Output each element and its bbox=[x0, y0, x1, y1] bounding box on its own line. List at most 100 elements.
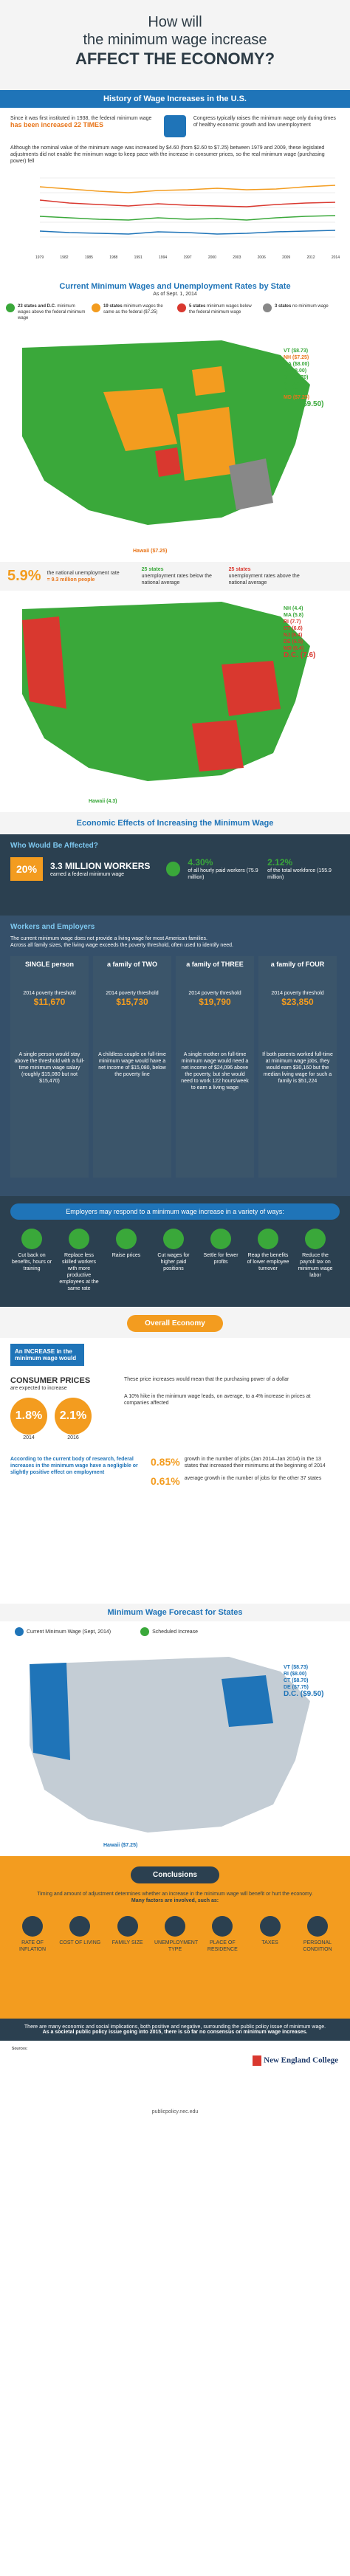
history-right-text: Congress typically raises the minimum wa… bbox=[193, 116, 336, 128]
legend-item: 3 states no minimum wage bbox=[263, 303, 344, 321]
response-text: Cut back on benefits, hours or training bbox=[11, 1253, 52, 1271]
callout-dc: D.C. (7.6) bbox=[284, 651, 316, 659]
callout-hawaii: Hawaii (4.3) bbox=[89, 799, 117, 804]
who-stats: 20% 3.3 MILLION WORKERS earned a federal… bbox=[10, 857, 340, 881]
stat-2-value: 2.12% bbox=[267, 857, 293, 868]
inflation-icon bbox=[22, 1916, 43, 1937]
effects-band: Economic Effects of Increasing the Minim… bbox=[0, 812, 350, 834]
callout-md: MD (6.4) bbox=[284, 646, 304, 651]
family-card: a family of FOUR 2014 poverty threshold … bbox=[258, 956, 337, 1178]
legend-text: minimum wages the same as the federal ($… bbox=[103, 304, 163, 315]
callout-hawaii: Hawaii ($7.25) bbox=[133, 549, 168, 554]
history-section: Since it was first instituted in 1938, t… bbox=[0, 108, 350, 278]
legend-label: 23 states and D.C. bbox=[18, 304, 56, 309]
purchasing-text: These price increases would mean that th… bbox=[124, 1377, 289, 1382]
unemployment-text: the national unemployment rate = 9.3 mil… bbox=[47, 570, 136, 583]
profit-icon bbox=[210, 1229, 231, 1249]
sources-title: Sources: bbox=[12, 2047, 28, 2051]
family-card: SINGLE person 2014 poverty threshold $11… bbox=[10, 956, 89, 1178]
legend-item: 5 states minimum wages below the federal… bbox=[177, 303, 258, 321]
growth-text-2: average growth in the number of jobs for… bbox=[184, 1476, 322, 1481]
response-item: Raise prices bbox=[105, 1229, 148, 1292]
history-left-text: Since it was first instituted in 1938, t… bbox=[10, 116, 152, 121]
states-below-text: unemployment rates below the national av… bbox=[141, 574, 212, 585]
factor-label: COST OF LIVING bbox=[59, 1940, 101, 1945]
response-text: Raise prices bbox=[111, 1253, 141, 1258]
response-text: Reap the benefits of lower employee turn… bbox=[247, 1253, 289, 1271]
callout-nj: NJ (6.4) bbox=[284, 633, 303, 638]
overall-heading: Overall Economy bbox=[0, 1307, 350, 1338]
factor-label: PERSONAL CONDITION bbox=[303, 1940, 332, 1952]
family-text: A childless couple on full-time minimum … bbox=[98, 1052, 166, 1077]
overall-section: An INCREASE in the minimum wage would CO… bbox=[0, 1338, 350, 1604]
wage-legend: 23 states and D.C. minimum wages above t… bbox=[0, 299, 350, 326]
taxes-icon bbox=[259, 1916, 281, 1937]
year-label: 2003 bbox=[233, 255, 241, 260]
factor-item: COST OF LIVING bbox=[59, 1916, 100, 1953]
history-line-chart bbox=[39, 177, 336, 238]
series-line-2 bbox=[39, 199, 336, 207]
history-left: Since it was first instituted in 1938, t… bbox=[10, 115, 157, 137]
legend-text: minimum wages above the federal minimum … bbox=[18, 304, 86, 320]
sources-section: Sources: New England College publicpolic… bbox=[0, 2041, 350, 2122]
current-subtitle: As of Sept. 1, 2014 bbox=[153, 292, 197, 297]
cost-of-living-icon bbox=[69, 1916, 91, 1937]
conclusions-title: Conclusions bbox=[130, 1866, 219, 1883]
unemployment-rate: 5.9% bbox=[7, 568, 41, 584]
us-map-wages bbox=[22, 340, 310, 525]
legend-scheduled-label: Scheduled Increase bbox=[152, 1629, 199, 1635]
family-title: a family of FOUR bbox=[270, 961, 325, 968]
response-item: Cut back on benefits, hours or training bbox=[10, 1229, 53, 1292]
current-title: Current Minimum Wages and Unemployment R… bbox=[59, 282, 291, 291]
family-label: 2014 poverty threshold bbox=[271, 991, 324, 996]
states-below-count: 25 states bbox=[141, 567, 164, 572]
workers-icon bbox=[164, 115, 186, 137]
series-line-1 bbox=[39, 185, 336, 193]
price-circles: 1.8% 2014 2.1% 2016 bbox=[10, 1398, 114, 1441]
year-label: 1985 bbox=[84, 255, 93, 260]
conclusions-section: Conclusions Timing and amount of adjustm… bbox=[0, 1856, 350, 2019]
stat-1-value: 4.30% bbox=[188, 857, 213, 868]
legend-current: Current Minimum Wage (Sept, 2014) bbox=[15, 1627, 111, 1636]
forecast-band: Minimum Wage Forecast for States bbox=[0, 1604, 350, 1621]
family-text: If both parents worked full-time at mini… bbox=[262, 1052, 333, 1084]
family-title: a family of THREE bbox=[186, 961, 244, 968]
growth-stats: 0.85% growth in the number of jobs (Jan … bbox=[151, 1456, 328, 1487]
factor-label: UNEMPLOYMENT TYPE bbox=[154, 1940, 199, 1952]
legend-label: 5 states bbox=[189, 304, 206, 309]
price-notes: These price increases would mean that th… bbox=[124, 1376, 331, 1441]
growth-text-1: growth in the number of jobs (Jan 2014–J… bbox=[184, 1457, 326, 1469]
callout-vt: VT ($8.73) bbox=[284, 348, 309, 354]
callout-de: DE ($7.75) bbox=[284, 388, 309, 394]
unemployment-people: = 9.3 million people bbox=[47, 577, 95, 583]
current-heading: Current Minimum Wages and Unemployment R… bbox=[0, 278, 350, 299]
blue-swatch-icon bbox=[15, 1627, 24, 1636]
price-tag-icon bbox=[116, 1229, 137, 1249]
year-label: 1979 bbox=[35, 255, 44, 260]
family-text: A single person would stay above the thr… bbox=[14, 1052, 85, 1084]
factor-label: FAMILY SIZE bbox=[111, 1940, 143, 1945]
family-card: a family of TWO 2014 poverty threshold $… bbox=[93, 956, 171, 1178]
unemployment-map: NH (4.4) MA (5.8) RI (7.7) CT (6.6) NJ (… bbox=[0, 591, 350, 812]
scissors-icon bbox=[21, 1229, 42, 1249]
response-text: Replace less skilled workers with more p… bbox=[59, 1253, 99, 1291]
callout-nh: NH ($7.25) bbox=[284, 355, 309, 360]
history-left-highlight: has been increased 22 TIMES bbox=[10, 121, 104, 128]
callout-ct: CT (6.6) bbox=[284, 626, 303, 631]
pct-2016: 2.1% bbox=[55, 1398, 92, 1435]
price-2016: 2.1% 2016 bbox=[55, 1398, 92, 1441]
legend-scheduled: Scheduled Increase bbox=[140, 1627, 198, 1636]
legend-label: 19 states bbox=[103, 304, 123, 309]
factor-label: RATE OF INFLATION bbox=[18, 1940, 47, 1952]
stat-1-text: of all hourly paid workers (75.9 million… bbox=[188, 868, 258, 880]
family-value: $11,670 bbox=[33, 997, 66, 1007]
response-item: Reap the benefits of lower employee turn… bbox=[247, 1229, 289, 1292]
forecast-map: VT ($8.73) RI ($8.00) CT ($8.70) DE ($7.… bbox=[0, 1642, 350, 1856]
family-text: A single mother on full-time minimum wag… bbox=[181, 1052, 249, 1090]
red-swatch-icon bbox=[177, 303, 186, 312]
personal-icon bbox=[306, 1916, 328, 1937]
forecast-legend: Current Minimum Wage (Sept, 2014) Schedu… bbox=[0, 1621, 350, 1642]
callout-dc: D.C. ($9.50) bbox=[284, 400, 324, 408]
site-url[interactable]: publicpolicy.nec.edu bbox=[151, 2109, 199, 2115]
